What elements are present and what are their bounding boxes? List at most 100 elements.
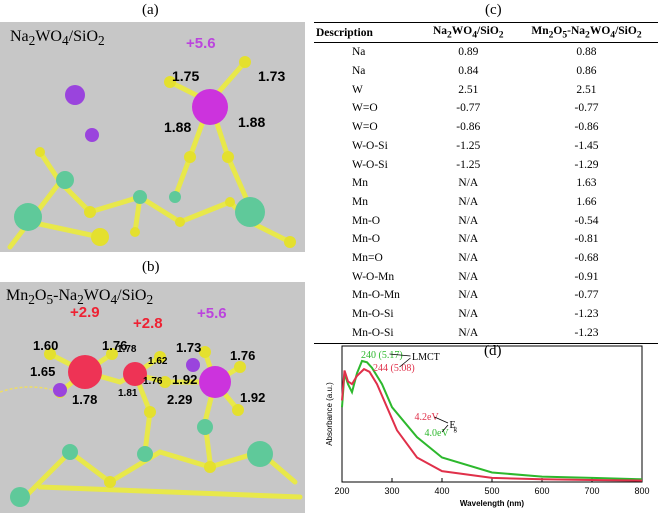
cell-description: W-O-Mn [352,270,395,283]
x-tick-label: 700 [584,486,599,496]
bond-label: 1.88 [238,114,266,130]
red-peak-label: 244 (5.08) [373,363,415,374]
x-axis-label: Wavelength (nm) [460,499,524,508]
lmct-arrow [389,353,411,357]
bond-label: 1.76 [230,348,256,363]
mn-charge-1: +2.9 [70,304,100,321]
bond-label: 1.62 [148,356,168,367]
eg-red-label: 4.2eV [415,412,440,423]
panel-c-letter: (c) [485,2,502,18]
cell-na2wo4: -1.25 [456,139,481,152]
panel-a-title: Na2WO4/SiO2 [10,28,105,49]
cell-na2wo4: N/A [458,252,479,265]
eg-subscript: g [454,425,458,433]
table-row: Na 0.89 0.88 [314,43,658,62]
x-tick-label: 400 [434,486,449,496]
lmct-label: LMCT [412,352,440,363]
bond-label: 1.92 [172,372,198,387]
bond-label: 1.73 [258,68,286,84]
cell-na2wo4: 0.84 [458,65,479,77]
bond-label: 1.88 [164,119,192,135]
bond-label: 2.29 [167,392,193,407]
bond-label: 1.60 [33,338,59,353]
col-header-na2wo4: Na2WO4/SiO2 [421,21,515,44]
cell-description: W-O-Si [352,139,388,152]
cell-na2wo4: N/A [458,308,479,321]
bond-label: 1.78 [72,392,98,407]
x-tick-label: 200 [334,486,349,496]
cell-description: Mn-O-Si [352,308,394,321]
cell-mn2o5: -0.91 [574,270,599,283]
cell-mn2o5: -1.45 [574,139,599,152]
cell-mn2o5: 1.63 [576,177,597,190]
cell-na2wo4: N/A [458,270,479,283]
cell-description: Na [352,65,366,77]
table-row: Mn-O-Mn N/A -0.77 [314,286,658,305]
cell-na2wo4: N/A [458,233,479,246]
uv-vis-chart: 200 300 400 500 600 700 800 Wavelength (nm) Abso… [325,345,650,508]
cell-mn2o5: 2.51 [576,83,597,96]
green-peak-label: 240 (5.17) [361,350,403,361]
panel-b-letter: (b) [142,259,160,275]
table-row: Mn N/A 1.66 [314,193,658,212]
cell-mn2o5: 0.88 [576,46,597,59]
cell-mn2o5: -0.77 [574,102,599,115]
eg-green-label: 4.0eV [425,428,450,439]
x-tick-label: 800 [634,486,649,496]
bond-label: 1.92 [240,390,266,405]
cell-mn2o5: -0.68 [574,252,599,265]
bond-label: 1.73 [176,340,202,355]
cell-na2wo4: N/A [421,323,515,344]
col-header-description: Description [314,21,422,44]
lmct-arrow [399,357,411,368]
cell-description: Mn [352,177,368,190]
bond-label: 1.75 [172,68,200,84]
cell-description: Mn-O [352,233,381,246]
panel-a-letter: (a) [142,2,159,18]
cell-na2wo4: -0.77 [456,102,481,115]
col-header-mn2o5: Mn2O5-Na2WO4/SiO2 [514,21,658,44]
eg-arrow [441,424,449,433]
table-row: W=O -0.86 -0.86 [314,118,658,137]
cell-mn2o5: -1.29 [574,158,599,171]
cell-na2wo4: N/A [458,177,479,190]
table-row: Mn-O-Si N/A -1.23 [314,305,658,324]
table-row: Mn-O N/A -0.54 [314,212,658,231]
cell-mn2o5: -0.86 [574,121,599,134]
cell-description: Mn-O-Mn [352,289,400,302]
table-row: W-O-Mn N/A -0.91 [314,268,658,287]
bond-label: 1.76 [102,338,128,353]
mn-charge-2: +2.8 [133,315,163,332]
panel-d-letter: (d) [484,343,502,359]
eg-arrow [434,416,449,424]
bond-label: 1.81 [118,388,138,399]
cell-mn2o5: -0.81 [574,233,599,246]
cell-description: Mn [352,195,368,208]
cell-mn2o5: -1.23 [514,323,658,344]
table-row: W 2.51 2.51 [314,81,658,100]
cell-description: W=O [352,121,378,134]
series-line-red [341,367,643,482]
x-tick-label: 600 [534,486,549,496]
cell-na2wo4: 2.51 [458,83,479,96]
charge-table: Description Na2WO4/SiO2 Mn2O5-Na2WO4/SiO… [314,21,658,344]
table-row: Mn-O-Si N/A -1.23 [314,323,658,344]
x-tick-label: 300 [384,486,399,496]
cell-description: Mn-O [352,214,381,227]
cell-na2wo4: N/A [458,289,479,302]
bond-label: 1.76 [143,376,163,387]
cell-mn2o5: -0.54 [574,214,599,227]
cell-na2wo4: -1.25 [456,158,481,171]
cell-mn2o5: -0.77 [574,289,599,302]
panel-a-charge: +5.6 [186,35,216,52]
table-row: W-O-Si -1.25 -1.45 [314,137,658,156]
eg-label: E [450,420,456,431]
panel-a-structure: Na2WO4/SiO2 +5.6 1.75 1.73 1.88 1.88 [0,22,305,252]
table-row: W-O-Si -1.25 -1.29 [314,156,658,175]
table-row: Mn N/A 1.63 [314,174,658,193]
cell-mn2o5: -1.23 [574,308,599,321]
cell-na2wo4: 0.89 [458,46,479,59]
w-charge: +5.6 [197,305,227,322]
cell-description: Mn-O-Si [314,323,422,344]
